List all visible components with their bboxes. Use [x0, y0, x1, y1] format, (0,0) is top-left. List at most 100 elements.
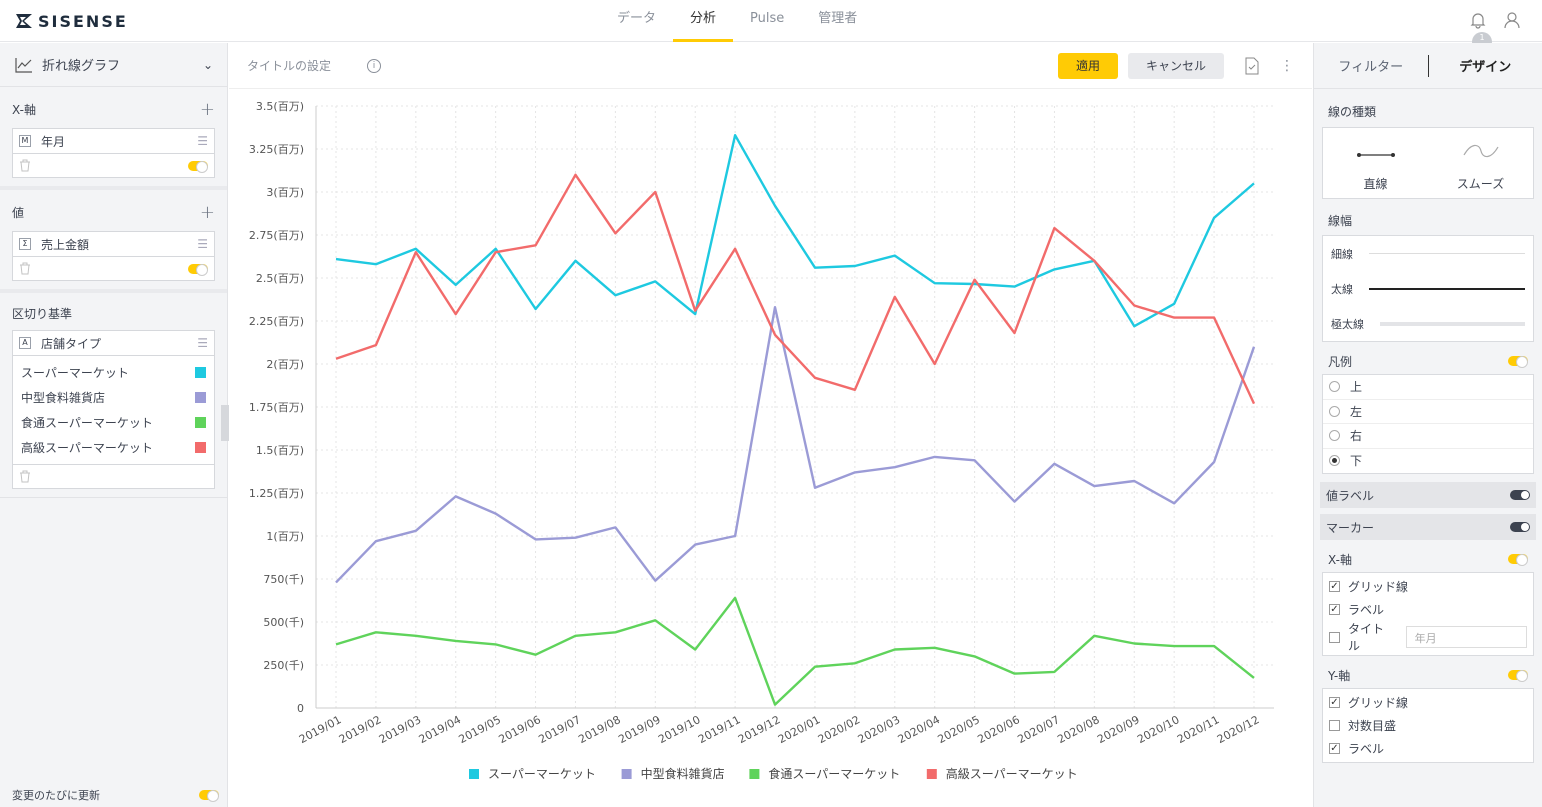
- add-value-icon[interactable]: +: [199, 202, 215, 223]
- value-labels-label: 値ラベル: [1326, 488, 1375, 503]
- data-panel: 折れ線グラフ ⌄ X-軸 + M 年月 ☰ 値 + Σ 売上金額 ☰ 区切り基準 A…: [0, 43, 228, 807]
- list-item[interactable]: 高級スーパーマーケット: [21, 435, 206, 460]
- y-label-checkbox[interactable]: ✓ ラベル: [1329, 742, 1385, 756]
- add-x-axis-icon[interactable]: +: [199, 99, 215, 120]
- y-tick-label: 2.5(百万): [256, 272, 304, 285]
- legend-right-radio[interactable]: 右: [1323, 424, 1533, 449]
- value-field-label: 売上金額: [41, 237, 90, 252]
- user-icon[interactable]: [1502, 10, 1522, 30]
- value-field[interactable]: Σ 売上金額 ☰: [12, 231, 215, 257]
- radio-label: 上: [1350, 380, 1363, 395]
- x-tick-label: 2019/04: [417, 713, 463, 746]
- trash-icon[interactable]: [19, 470, 31, 483]
- chevron-down-icon[interactable]: ⌄: [202, 57, 213, 72]
- color-swatch[interactable]: [195, 392, 206, 403]
- nav-admin[interactable]: 管理者: [818, 11, 858, 26]
- color-swatch[interactable]: [195, 417, 206, 428]
- x-axis-section: X-軸 + M 年月 ☰: [0, 87, 227, 190]
- values-section: 値 + Σ 売上金額 ☰: [0, 190, 227, 293]
- y-grid-checkbox[interactable]: ✓ グリッド線: [1329, 696, 1409, 710]
- y-log-checkbox[interactable]: 対数目盛: [1323, 714, 1533, 737]
- widget-title-input[interactable]: タイトルの設定: [247, 59, 332, 73]
- line-type-label: スムーズ: [1456, 177, 1505, 191]
- checkbox-label: グリッド線: [1348, 696, 1409, 710]
- line-type-smooth[interactable]: スムーズ: [1428, 128, 1533, 198]
- legend-label-2: 食通スーパーマーケット: [768, 766, 900, 781]
- main-nav: データ 分析 Pulse 管理者: [600, 0, 874, 42]
- y-tick-label: 500(千): [263, 616, 304, 629]
- value-toggle[interactable]: [188, 263, 208, 276]
- break-by-title: 区切り基準: [12, 307, 73, 321]
- markers-toggle[interactable]: [1510, 522, 1530, 532]
- drag-handle-icon[interactable]: ☰: [197, 237, 208, 251]
- drag-handle-icon[interactable]: ☰: [197, 336, 208, 350]
- nav-pulse[interactable]: Pulse: [750, 11, 785, 26]
- y-tick-label: 3.5(百万): [256, 100, 304, 113]
- widget-type-label: 折れ線グラフ: [42, 59, 121, 74]
- line-width-thin[interactable]: 細線: [1323, 236, 1533, 271]
- break-by-members: スーパーマーケット 中型食料雑貨店 食通スーパーマーケット 高級スーパーマーケッ…: [12, 356, 215, 465]
- apply-button[interactable]: 適用: [1057, 52, 1118, 79]
- tab-filters[interactable]: フィルター: [1338, 60, 1404, 75]
- legend-toggle[interactable]: [1508, 356, 1528, 368]
- legend-row: 凡例: [1322, 348, 1534, 374]
- y-tick-label: 1.75(百万): [249, 401, 304, 414]
- x-grid-checkbox[interactable]: ✓ グリッド線: [1329, 580, 1409, 594]
- legend-swatch-0: [469, 769, 479, 779]
- nav-analytics[interactable]: 分析: [673, 0, 734, 42]
- auto-update-toggle[interactable]: [199, 790, 219, 802]
- line-type-straight[interactable]: 直線: [1323, 128, 1428, 198]
- y-axis-design-toggle[interactable]: [1508, 670, 1528, 682]
- nav-data[interactable]: データ: [617, 11, 657, 26]
- y-tick-label: 750(千): [263, 573, 304, 586]
- color-swatch[interactable]: [195, 367, 206, 378]
- x-title-input[interactable]: 年月: [1405, 626, 1527, 648]
- member-label: 高級スーパーマーケット: [21, 441, 153, 455]
- legend-top-radio[interactable]: 上: [1323, 375, 1533, 400]
- widget-editor: タイトルの設定 i 適用 キャンセル ⋮ 0 250(千) 500(千) 750(千)…: [229, 43, 1312, 807]
- x-tick-label: 2020/01: [776, 713, 822, 746]
- x-tick-label: 2019/11: [696, 713, 742, 746]
- x-title-checkbox[interactable]: タイトル 年月: [1323, 621, 1533, 653]
- x-tick-label: 2019/10: [656, 713, 702, 746]
- widget-type-selector[interactable]: 折れ線グラフ ⌄: [0, 43, 227, 87]
- x-label-checkbox[interactable]: ✓ ラベル: [1329, 603, 1385, 617]
- series-line-0: [335, 134, 1255, 328]
- drag-handle-icon[interactable]: ☰: [197, 134, 208, 148]
- cancel-button[interactable]: キャンセル: [1127, 52, 1224, 79]
- list-item[interactable]: 食通スーパーマーケット: [21, 410, 206, 435]
- trash-icon[interactable]: [19, 159, 31, 172]
- x-tick-label: 2019/01: [297, 713, 343, 746]
- radio-label: 左: [1350, 404, 1363, 419]
- sisense-logo[interactable]: SISENSE: [14, 10, 128, 32]
- x-axis-field-label: 年月: [41, 134, 66, 149]
- line-width-label: 細線: [1331, 247, 1353, 261]
- trash-icon[interactable]: [19, 262, 31, 275]
- more-options-icon[interactable]: ⋮: [1280, 57, 1294, 74]
- radio-label: 右: [1350, 429, 1363, 444]
- break-by-field[interactable]: A 店舗タイプ ☰: [12, 330, 215, 356]
- tab-design[interactable]: デザイン: [1459, 60, 1512, 75]
- value-labels-toggle[interactable]: [1510, 490, 1530, 500]
- list-item[interactable]: スーパーマーケット: [21, 360, 206, 385]
- color-swatch[interactable]: [195, 442, 206, 453]
- legend-label-0: スーパーマーケット: [488, 767, 596, 781]
- info-icon[interactable]: i: [367, 58, 382, 73]
- list-item[interactable]: 中型食料雑貨店: [21, 385, 206, 410]
- x-axis-field[interactable]: M 年月 ☰: [12, 128, 215, 154]
- bell-icon[interactable]: 1: [1468, 10, 1492, 52]
- x-axis-toggle[interactable]: [188, 160, 208, 173]
- x-axis-design-label: X-軸: [1328, 552, 1352, 567]
- x-axis-design-toggle[interactable]: [1508, 554, 1528, 566]
- legend-bottom-radio[interactable]: 下: [1323, 449, 1533, 474]
- export-icon[interactable]: [1244, 57, 1260, 75]
- collapse-left-handle[interactable]: [221, 405, 229, 441]
- line-width-thick[interactable]: 極太線: [1323, 306, 1533, 341]
- radio-label: 下: [1350, 454, 1363, 469]
- line-width-bold[interactable]: 太線: [1323, 271, 1533, 306]
- line-type-title: 線の種類: [1328, 104, 1377, 119]
- legend-left-radio[interactable]: 左: [1323, 400, 1533, 424]
- x-tick-label: 2020/10: [1135, 713, 1181, 746]
- field-type-tag: M: [19, 135, 31, 147]
- x-tick-label: 2019/07: [536, 713, 582, 746]
